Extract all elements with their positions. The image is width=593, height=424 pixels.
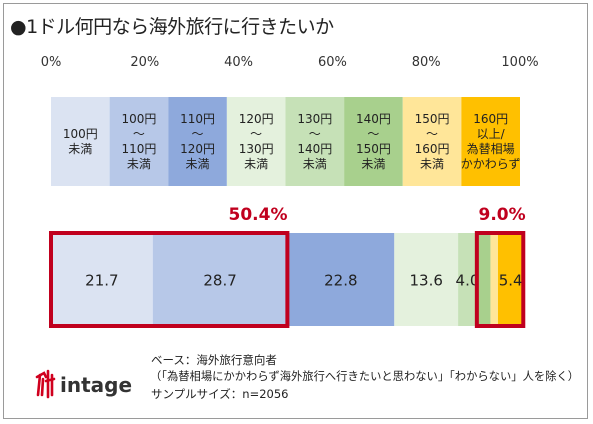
category-label: 為替相場 <box>467 142 515 156</box>
category-box <box>461 97 520 186</box>
category-label: 100円 <box>63 127 98 141</box>
category-label: 150円 <box>415 112 450 126</box>
figure-frame <box>3 3 588 419</box>
category-label: 130円 <box>297 112 332 126</box>
footnote-base: ベース：海外旅行意向者 <box>151 353 277 367</box>
category-label: 160円 <box>473 112 508 126</box>
category-box <box>109 97 169 186</box>
footnote-exclusion: （「為替相場にかかわらず海外旅行へ行きたいと思わない」「わからない」人を除く） <box>150 370 580 383</box>
bar-value-label: 28.7 <box>203 272 236 290</box>
axis-tick-label: 60% <box>318 55 347 70</box>
highlight-label: 9.0% <box>478 205 525 225</box>
category-box <box>402 97 462 186</box>
axis-tick-label: 0% <box>41 55 62 70</box>
category-box <box>344 97 403 186</box>
footnote-sample-size: サンプルサイズ：n=2056 <box>151 387 289 401</box>
axis-tick-label: 100% <box>501 55 538 70</box>
category-box <box>51 97 110 186</box>
logo-wordmark: intage <box>60 373 132 397</box>
highlight-box <box>474 231 526 328</box>
category-label: ～ <box>192 127 204 141</box>
category-box <box>226 97 286 186</box>
bar-segment <box>287 233 395 326</box>
category-box <box>168 97 227 186</box>
bar-segment <box>458 233 477 326</box>
category-label: 未満 <box>68 142 92 156</box>
bar-segment <box>394 233 459 326</box>
category-label: ～ <box>250 127 262 141</box>
category-label: 110円 <box>121 142 156 156</box>
bar-value-label: 13.6 <box>409 272 442 290</box>
category-label: ～ <box>309 127 321 141</box>
bar-value-label: 5.4 <box>499 272 523 290</box>
category-label: 110円 <box>180 112 215 126</box>
bar-value-label: 4.0 <box>456 272 480 290</box>
category-label: かかわらず <box>461 157 521 171</box>
category-label: 未満 <box>186 157 210 171</box>
intage-logo: intage <box>35 369 132 399</box>
category-label: 120円 <box>239 112 274 126</box>
axis-tick-label: 20% <box>130 55 159 70</box>
bar-segment <box>490 233 498 326</box>
category-label: ～ <box>367 127 379 141</box>
axis-tick-label: 40% <box>224 55 253 70</box>
logo-mark-icon <box>35 369 56 399</box>
bar-segment <box>51 233 153 326</box>
bar-value-label: 22.8 <box>324 272 357 290</box>
category-box <box>285 97 345 186</box>
category-label: 150円 <box>356 142 391 156</box>
category-label: 未満 <box>361 157 385 171</box>
category-label: 140円 <box>297 142 332 156</box>
bar-value-label: 21.7 <box>85 272 118 290</box>
axis-tick-label: 80% <box>412 55 441 70</box>
category-label: 130円 <box>239 142 274 156</box>
bar-segment <box>476 233 491 326</box>
category-label: ～ <box>133 127 145 141</box>
bar-segment <box>152 233 288 326</box>
category-label: 未満 <box>244 157 268 171</box>
category-label: 160円 <box>415 142 450 156</box>
category-label: 120円 <box>180 142 215 156</box>
category-label: ～ <box>426 127 438 141</box>
bar-segment <box>497 233 524 326</box>
highlight-label: 50.4% <box>229 205 288 225</box>
category-label: 未満 <box>303 157 327 171</box>
chart-title: ●1ドル何円なら海外旅行に行きたいか <box>10 16 334 38</box>
category-label: 未満 <box>420 157 444 171</box>
category-label: 140円 <box>356 112 391 126</box>
highlight-box <box>49 231 290 328</box>
category-label: 未満 <box>127 157 151 171</box>
category-label: 以上/ <box>477 127 506 141</box>
category-label: 100円 <box>121 112 156 126</box>
